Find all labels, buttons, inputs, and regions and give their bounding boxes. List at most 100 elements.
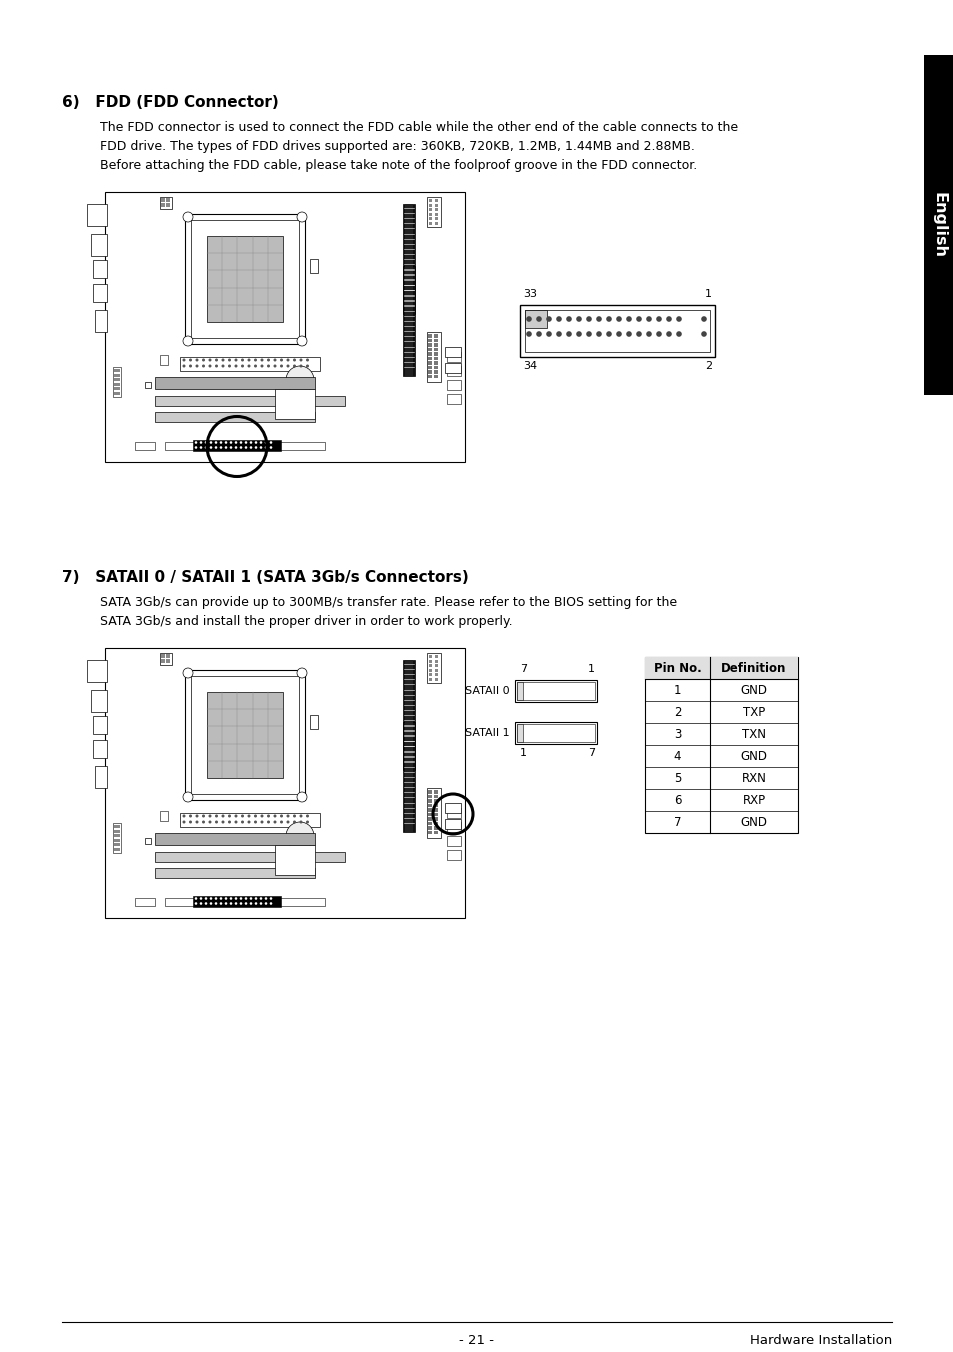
Bar <box>434 803 437 807</box>
Text: 1: 1 <box>587 664 595 675</box>
Circle shape <box>286 358 289 361</box>
Bar <box>923 55 953 395</box>
Bar <box>310 715 317 729</box>
Text: 7: 7 <box>519 664 527 675</box>
Bar <box>435 222 437 224</box>
Text: 1: 1 <box>519 748 526 758</box>
Circle shape <box>234 358 237 361</box>
Circle shape <box>189 358 192 361</box>
Circle shape <box>576 331 581 337</box>
Circle shape <box>676 331 681 337</box>
Bar <box>517 681 595 700</box>
Bar <box>180 357 319 370</box>
Circle shape <box>576 316 581 322</box>
Text: English: English <box>930 192 945 258</box>
Circle shape <box>244 441 247 443</box>
Circle shape <box>267 358 270 361</box>
Circle shape <box>267 814 270 818</box>
Circle shape <box>214 902 217 904</box>
Bar <box>113 392 120 395</box>
Bar <box>434 370 437 373</box>
Bar <box>87 204 107 226</box>
Circle shape <box>306 365 309 368</box>
Bar <box>135 898 154 906</box>
Bar <box>428 817 432 821</box>
Bar <box>154 412 314 422</box>
Circle shape <box>189 814 192 818</box>
Bar <box>434 826 437 830</box>
Bar <box>434 352 437 356</box>
Circle shape <box>280 365 283 368</box>
Circle shape <box>195 821 198 823</box>
Text: SATAII 0: SATAII 0 <box>465 685 510 696</box>
Bar <box>434 813 437 817</box>
Circle shape <box>260 821 263 823</box>
Bar <box>95 767 107 788</box>
Bar <box>193 896 281 907</box>
Circle shape <box>286 365 289 368</box>
Bar <box>429 660 432 662</box>
Text: 5: 5 <box>673 772 680 784</box>
Circle shape <box>260 365 263 368</box>
Bar <box>234 898 265 906</box>
Circle shape <box>665 316 671 322</box>
Bar <box>447 850 460 860</box>
Circle shape <box>228 358 231 361</box>
Circle shape <box>183 792 193 802</box>
Bar <box>92 260 107 279</box>
Bar <box>435 664 437 667</box>
Bar <box>434 347 437 352</box>
Text: Hardware Installation: Hardware Installation <box>749 1334 891 1347</box>
Text: SATA 3Gb/s can provide up to 300MB/s transfer rate. Please refer to the BIOS set: SATA 3Gb/s can provide up to 300MB/s tra… <box>100 596 677 608</box>
Circle shape <box>293 365 295 368</box>
Circle shape <box>700 331 706 337</box>
Circle shape <box>214 358 218 361</box>
Circle shape <box>225 898 227 900</box>
Bar <box>191 676 298 794</box>
Bar <box>428 375 432 379</box>
Circle shape <box>228 814 231 818</box>
Bar <box>161 197 165 201</box>
Bar <box>92 284 107 301</box>
Circle shape <box>234 814 237 818</box>
Bar <box>517 681 522 700</box>
Circle shape <box>183 212 193 222</box>
Circle shape <box>239 902 242 904</box>
Bar <box>193 439 281 452</box>
Bar <box>428 822 432 825</box>
Bar <box>444 803 460 813</box>
Bar <box>427 788 440 838</box>
Bar <box>113 387 120 389</box>
Circle shape <box>293 358 295 361</box>
Bar <box>154 868 314 877</box>
Circle shape <box>264 446 267 449</box>
Circle shape <box>250 446 252 449</box>
Circle shape <box>299 365 302 368</box>
Bar <box>270 836 277 842</box>
Circle shape <box>182 365 185 368</box>
Bar <box>429 218 432 220</box>
Circle shape <box>299 821 302 823</box>
Circle shape <box>230 898 233 900</box>
Bar <box>435 204 437 207</box>
Bar <box>270 380 277 387</box>
Circle shape <box>296 337 307 346</box>
Bar <box>402 266 415 376</box>
Bar <box>154 377 314 389</box>
Circle shape <box>656 316 661 322</box>
Bar <box>154 852 345 863</box>
Circle shape <box>270 441 272 443</box>
Bar <box>434 799 437 803</box>
Text: 3: 3 <box>673 727 680 741</box>
Circle shape <box>596 316 601 322</box>
Bar <box>524 310 546 327</box>
Bar <box>435 668 437 672</box>
Circle shape <box>230 446 233 449</box>
Bar <box>429 208 432 211</box>
Bar <box>91 690 107 713</box>
Bar <box>234 442 265 450</box>
Bar <box>444 362 460 373</box>
Circle shape <box>556 331 561 337</box>
Bar <box>207 692 283 777</box>
Circle shape <box>221 365 224 368</box>
